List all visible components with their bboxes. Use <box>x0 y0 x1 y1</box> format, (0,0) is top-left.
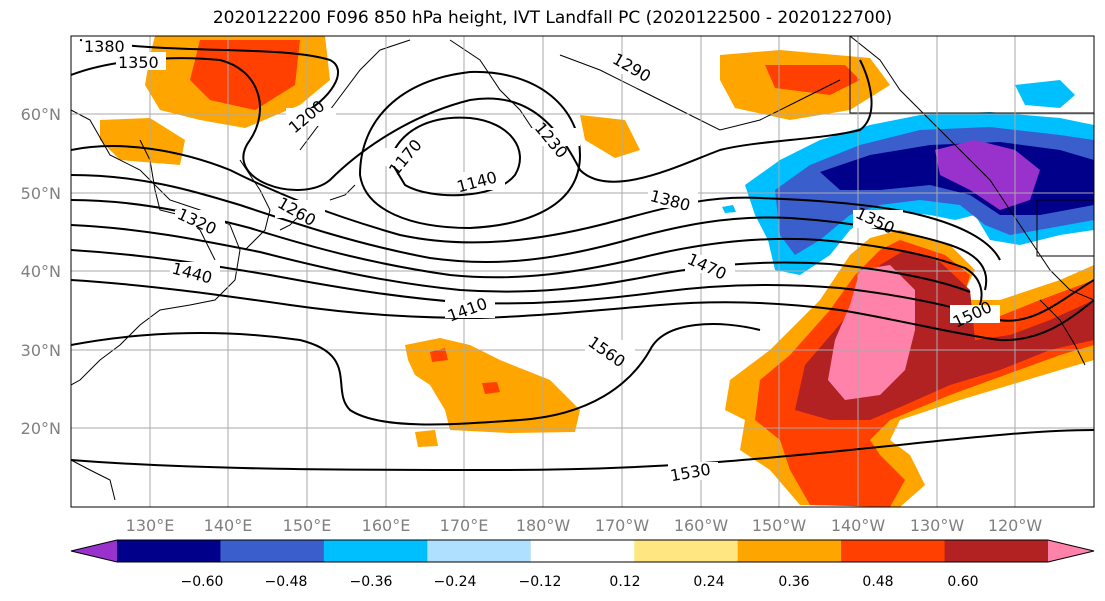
lat-label: 50°N <box>21 184 61 203</box>
colorbar-tick-label: 0.60 <box>947 574 978 590</box>
lon-label: 140°W <box>831 516 886 535</box>
colorbar-tick-label: −0.48 <box>265 574 308 590</box>
lon-label: 160°W <box>674 516 729 535</box>
lon-label: 150°W <box>752 516 807 535</box>
map-box <box>849 36 1094 257</box>
lon-label: 180°W <box>516 516 571 535</box>
lon-label: 130°E <box>126 516 175 535</box>
lon-label: 160°E <box>362 516 411 535</box>
colorbar-segment <box>737 540 842 562</box>
colorbar-segment <box>530 540 635 562</box>
colorbar-segment <box>634 540 739 562</box>
colorbar-segment <box>220 540 325 562</box>
map-title: 2020122200 F096 850 hPa height, IVT Land… <box>212 8 893 28</box>
lon-label: 130°W <box>910 516 965 535</box>
colorbar-tick-label: −0.24 <box>434 574 477 590</box>
contour-label: 1380 <box>84 37 125 56</box>
colorbar-segment <box>944 540 1049 562</box>
colorbar <box>70 539 1095 563</box>
lat-label: 20°N <box>21 419 61 438</box>
lon-label: 150°E <box>283 516 332 535</box>
colorbar-tick-label: −0.12 <box>519 574 562 590</box>
map-area: 1380 1350 1290 1200 1230 1170 1140 1260 … <box>71 36 1094 507</box>
colorbar-segment <box>117 540 221 562</box>
colorbar-segment <box>427 540 532 562</box>
colorbar-tick-label: 0.12 <box>609 574 640 590</box>
colorbar-segment <box>71 540 117 562</box>
lon-label: 140°E <box>204 516 253 535</box>
colorbar-ticks: −0.60 −0.48 −0.36 −0.24 −0.12 0.12 0.24 … <box>181 574 979 590</box>
contour-label: 1350 <box>118 53 159 72</box>
colorbar-tick-label: 0.48 <box>862 574 893 590</box>
lat-label: 60°N <box>21 105 61 124</box>
lat-label: 40°N <box>21 262 61 281</box>
colorbar-segment <box>323 540 428 562</box>
map-frame <box>70 35 1095 508</box>
lat-label: 30°N <box>21 341 61 360</box>
lon-label: 170°W <box>595 516 650 535</box>
colorbar-tick-label: −0.60 <box>181 574 224 590</box>
colorbar-segment <box>841 540 946 562</box>
colorbar-tick-label: 0.36 <box>778 574 809 590</box>
lon-label: 120°W <box>988 516 1043 535</box>
colorbar-outline <box>70 539 1095 563</box>
latitude-labels: 60°N 50°N 40°N 30°N 20°N <box>21 105 61 438</box>
colorbar-tick-label: 0.24 <box>693 574 724 590</box>
longitude-labels: 130°E 140°E 150°E 160°E 170°E 180°W 170°… <box>126 516 1043 535</box>
colorbar-segment <box>1048 540 1094 562</box>
colorbar-tick-label: −0.36 <box>350 574 393 590</box>
lon-label: 170°E <box>440 516 489 535</box>
